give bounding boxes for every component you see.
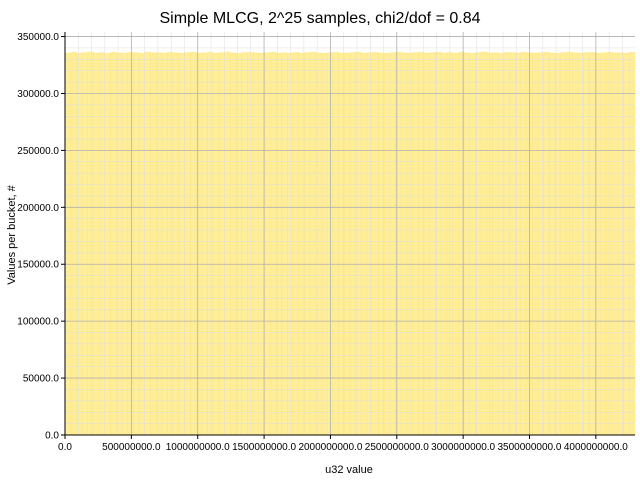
- histogram-bar: [492, 52, 499, 436]
- x-tick-label: 1000000000.0: [166, 442, 230, 453]
- histogram-bar: [247, 52, 254, 436]
- y-tick-label: 250000.0: [17, 146, 59, 157]
- histogram-bar: [218, 52, 225, 436]
- histogram-bar: [355, 52, 362, 436]
- histogram-bar: [155, 52, 163, 436]
- chart-title: Simple MLCG, 2^25 samples, chi2/dof = 0.…: [160, 10, 481, 27]
- histogram-bar: [133, 52, 140, 436]
- histogram-bar: [332, 52, 339, 436]
- histogram-bar: [81, 52, 89, 436]
- histogram-bar: [366, 52, 374, 436]
- histogram-bar: [503, 52, 510, 436]
- histogram-bar: [520, 52, 527, 436]
- histogram-bar: [207, 52, 214, 436]
- x-tick-label: 3500000000.0: [498, 442, 562, 453]
- histogram-bar: [309, 51, 317, 436]
- histogram-bar: [70, 52, 77, 436]
- y-tick-label: 0.0: [45, 431, 59, 442]
- histogram-bar: [349, 52, 356, 436]
- plot-area: 0.0 500000000.0 1000000000.0 1500000000.0 20…: [17, 32, 636, 453]
- histogram-bar: [292, 52, 299, 436]
- y-tick-label: 300000.0: [17, 89, 59, 100]
- histogram-bar: [600, 52, 607, 436]
- histogram-bar: [583, 52, 590, 436]
- x-tick-label: 4000000000.0: [564, 442, 628, 453]
- x-tick-label: 3000000000.0: [431, 442, 495, 453]
- x-tick-label: 2500000000.0: [365, 442, 429, 453]
- x-tick-label: 500000000.0: [102, 442, 161, 453]
- histogram-bar: [201, 52, 208, 436]
- histogram-bar: [224, 51, 231, 436]
- histogram-bar: [281, 52, 288, 436]
- y-axis-label: Values per bucket, #: [6, 184, 18, 284]
- axes: 0.0 500000000.0 1000000000.0 1500000000.0 20…: [17, 32, 635, 453]
- histogram-bar: [429, 52, 436, 436]
- x-tick-label: 0.0: [58, 442, 72, 453]
- histogram-bar: [98, 52, 106, 436]
- y-tick-label: 150000.0: [17, 260, 59, 271]
- grid-lines: [64, 32, 635, 436]
- histogram-bar: [190, 52, 197, 436]
- histogram-bar: [372, 52, 379, 436]
- y-tick-label: 350000.0: [17, 32, 59, 43]
- y-tick-label: 200000.0: [17, 203, 59, 214]
- y-tick-label: 100000.0: [17, 317, 59, 328]
- x-axis-label: u32 value: [325, 464, 373, 476]
- y-tick-label: 50000.0: [23, 374, 60, 385]
- histogram-bar: [389, 52, 396, 436]
- x-tick-label: 2000000000.0: [298, 442, 362, 453]
- histogram-bar: [167, 52, 174, 436]
- histogram-bars: [64, 51, 636, 436]
- histogram-bar: [629, 52, 636, 436]
- histogram-bar: [241, 52, 248, 436]
- histogram-bar: [264, 52, 271, 436]
- histogram-bar: [110, 52, 117, 436]
- histogram-bar: [412, 52, 419, 436]
- histogram-bar: [560, 52, 567, 436]
- histogram-bar: [87, 51, 94, 436]
- histogram-bar: [304, 52, 311, 436]
- histogram-bar: [269, 52, 277, 436]
- histogram-bar: [543, 52, 550, 436]
- histogram-bar: [127, 52, 134, 436]
- histogram-bar: [480, 51, 488, 436]
- histogram-bar: [589, 52, 596, 436]
- histogram-bar: [617, 52, 624, 436]
- x-tick-label: 1500000000.0: [232, 442, 296, 453]
- histogram-bar: [509, 52, 516, 436]
- histogram-bar: [144, 51, 151, 436]
- histogram-bar: [184, 52, 191, 436]
